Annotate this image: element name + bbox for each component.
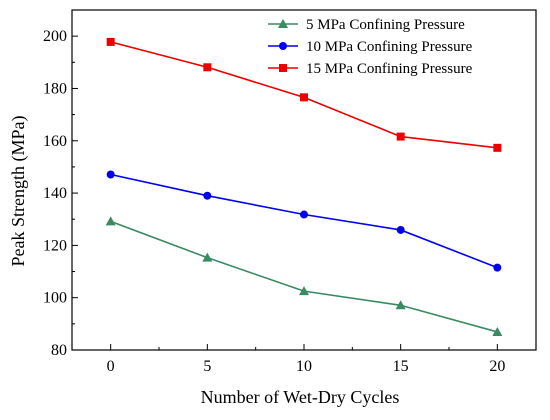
data-point [492, 326, 503, 336]
y-tick-label: 120 [43, 237, 67, 254]
data-point [203, 191, 212, 200]
data-point [493, 143, 502, 152]
legend-marker [279, 42, 287, 50]
y-tick-label: 100 [43, 290, 67, 307]
data-point [203, 63, 212, 72]
legend-label: 5 MPa Confining Pressure [306, 17, 465, 33]
data-point [395, 300, 406, 310]
data-point [493, 263, 502, 272]
legend-label: 15 MPa Confining Pressure [306, 61, 473, 77]
x-axis: 0 5 10 15 20 [107, 344, 505, 375]
data-point [300, 93, 308, 102]
x-axis-title: Number of Wet-Dry Cycles [201, 387, 400, 407]
data-point [396, 225, 405, 234]
y-tick-label: 160 [43, 133, 67, 150]
legend-label: 10 MPa Confining Pressure [306, 39, 473, 55]
series-line [110, 173, 498, 269]
series-1 [105, 216, 503, 336]
data-point [105, 216, 116, 226]
series-3 [106, 37, 502, 152]
data-point [299, 286, 309, 296]
x-tick-label: 15 [393, 358, 409, 375]
legend-marker [279, 64, 287, 72]
y-tick-label: 140 [43, 185, 67, 202]
x-tick-label: 20 [489, 358, 505, 375]
series-line [110, 220, 498, 333]
x-tick-label: 0 [107, 358, 115, 375]
x-tick-label: 10 [296, 358, 312, 375]
data-point [106, 170, 115, 179]
y-axis: 80 100 120 140 160 180 200 [43, 28, 78, 359]
legend-item: 5 MPa Confining Pressure [268, 17, 465, 33]
legend-item: 15 MPa Confining Pressure [268, 61, 473, 77]
legend: 5 MPa Confining Pressure 10 MPa Confining… [268, 17, 473, 77]
legend-item: 10 MPa Confining Pressure [268, 39, 473, 55]
data-point [202, 252, 213, 262]
legend-marker [278, 19, 288, 28]
data-point [106, 37, 115, 46]
data-point [300, 210, 308, 219]
x-tick-label: 5 [203, 358, 211, 375]
series-group [105, 37, 503, 336]
data-point [396, 132, 405, 141]
y-tick-label: 80 [51, 342, 67, 359]
y-axis-title: Peak Strength (MPa) [8, 116, 29, 267]
series-2 [106, 170, 502, 272]
y-tick-label: 200 [43, 28, 67, 45]
y-tick-label: 180 [43, 80, 67, 97]
